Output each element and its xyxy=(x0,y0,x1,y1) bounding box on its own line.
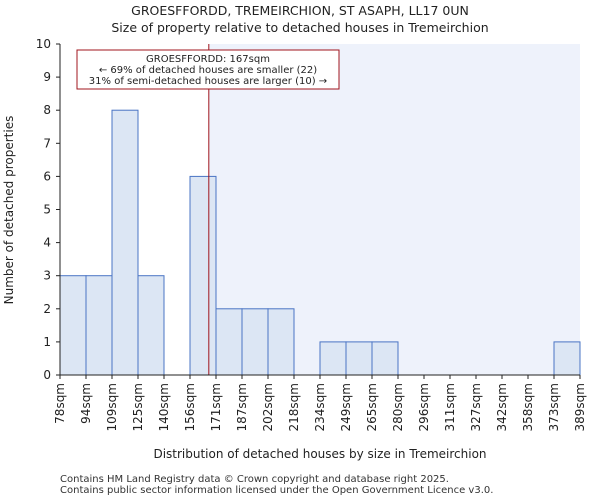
histogram-bar xyxy=(345,341,373,376)
y-tick-label: 6 xyxy=(43,169,51,183)
y-tick-label: 10 xyxy=(36,37,51,51)
x-tick-label: 280sqm xyxy=(391,383,405,431)
histogram-bar xyxy=(267,308,295,376)
y-tick-label: 3 xyxy=(43,269,51,283)
chart-subtitle: Size of property relative to detached ho… xyxy=(111,20,489,35)
x-tick-label: 389sqm xyxy=(573,383,587,431)
histogram-bar xyxy=(215,308,243,376)
x-tick-label: 125sqm xyxy=(131,383,145,431)
x-tick-label: 311sqm xyxy=(443,383,457,431)
histogram-bar xyxy=(189,175,217,376)
histogram-bar xyxy=(85,275,113,376)
x-tick-label: 373sqm xyxy=(547,383,561,431)
y-tick-label: 8 xyxy=(43,103,51,117)
histogram-bar xyxy=(371,341,399,376)
x-tick-label: 156sqm xyxy=(183,383,197,431)
x-tick-label: 296sqm xyxy=(417,383,431,431)
x-tick-label: 327sqm xyxy=(469,383,483,431)
x-tick-label: 140sqm xyxy=(157,383,171,431)
y-tick-label: 4 xyxy=(43,236,51,250)
histogram-bar xyxy=(111,109,139,376)
x-tick-label: 187sqm xyxy=(235,383,249,431)
y-tick-label: 1 xyxy=(43,335,51,349)
y-tick-label: 2 xyxy=(43,302,51,316)
x-tick-label: 202sqm xyxy=(261,383,275,431)
x-tick-label: 109sqm xyxy=(105,383,119,431)
histogram-bar xyxy=(241,308,269,376)
chart-title: GROESFFORDD, TREMEIRCHION, ST ASAPH, LL1… xyxy=(131,3,469,18)
x-tick-label: 218sqm xyxy=(287,383,301,431)
x-tick-label: 342sqm xyxy=(495,383,509,431)
y-tick-label: 7 xyxy=(43,136,51,150)
y-tick-label: 0 xyxy=(43,368,51,382)
footer-licence: Contains public sector information licen… xyxy=(60,485,494,496)
histogram-bar xyxy=(137,275,165,376)
x-tick-label: 78sqm xyxy=(53,383,67,424)
histogram-bar xyxy=(319,341,347,376)
annotation-line-2: ← 69% of detached houses are smaller (22… xyxy=(99,65,317,76)
x-tick-label: 358sqm xyxy=(521,383,535,431)
annotation-box xyxy=(76,49,340,90)
x-tick-label: 94sqm xyxy=(79,383,93,424)
y-tick-label: 5 xyxy=(43,203,51,217)
x-tick-label: 265sqm xyxy=(365,383,379,431)
annotation-line-3: 31% of semi-detached houses are larger (… xyxy=(89,76,327,87)
y-tick-label: 9 xyxy=(43,70,51,84)
x-axis-label: Distribution of detached houses by size … xyxy=(153,447,486,461)
y-axis-label: Number of detached properties xyxy=(2,116,16,305)
annotation-line-1: GROESFFORDD: 167sqm xyxy=(146,54,270,65)
x-tick-label: 249sqm xyxy=(339,383,353,431)
footer-copyright: Contains HM Land Registry data © Crown c… xyxy=(60,474,449,485)
histogram-bar xyxy=(553,341,581,376)
x-tick-label: 234sqm xyxy=(313,383,327,431)
histogram-bar xyxy=(59,275,87,376)
x-tick-label: 171sqm xyxy=(209,383,223,431)
